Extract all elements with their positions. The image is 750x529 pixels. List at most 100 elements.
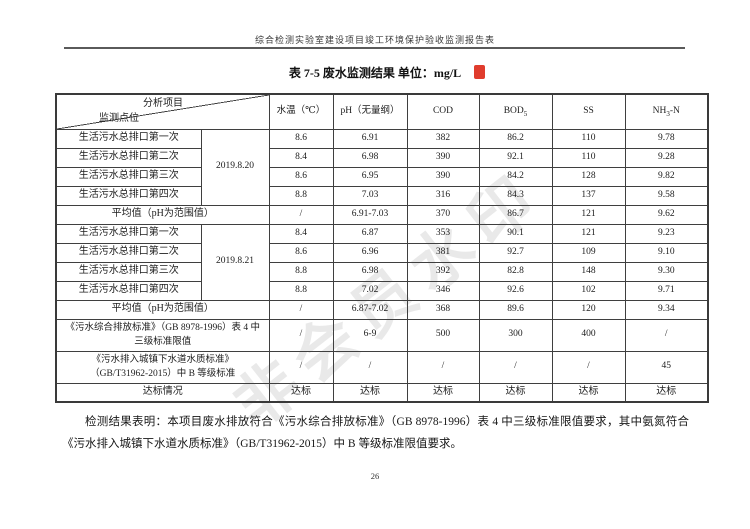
value-cell: 7.03 <box>332 185 408 206</box>
value-cell: 110 <box>551 128 626 149</box>
value-cell: 9.10 <box>624 242 709 263</box>
value-cell: 92.1 <box>478 147 553 168</box>
compliance-row: 达标情况 达标 达标 达标 达标 达标 达标 <box>55 382 709 403</box>
value-cell: / <box>268 318 334 352</box>
value-cell: 6.98 <box>332 147 408 168</box>
value-cell: 9.58 <box>624 185 709 206</box>
value-cell: 121 <box>551 223 626 244</box>
point-label-cell: 生活污水总排口第三次 <box>55 261 202 282</box>
standard-row: 《污水排入城镇下水道水质标准》 （GB/T31962-2015）中 B 等级标准… <box>55 350 709 384</box>
value-cell: 392 <box>406 261 480 282</box>
subscript: 3 <box>666 109 670 118</box>
standard-label-line2: 三级标准限值 <box>134 337 192 347</box>
value-cell: 381 <box>406 242 480 263</box>
value-cell: 346 <box>406 280 480 301</box>
value-cell: 45 <box>624 350 709 384</box>
value-cell: 6.91-7.03 <box>332 204 408 225</box>
value-cell: 6.95 <box>332 166 408 187</box>
average-label-cell: 平均值（pH为范围值） <box>55 204 270 225</box>
compliance-cell: 达标 <box>406 382 480 403</box>
standard-label-line1: 《污水综合排放标准》（GB 8978-1996）表 4 中 <box>65 323 261 333</box>
col-header-bod5: BOD5 <box>478 93 553 130</box>
value-cell: 8.6 <box>268 128 334 149</box>
value-cell: 148 <box>551 261 626 282</box>
value-cell: / <box>268 350 334 384</box>
value-cell: 9.23 <box>624 223 709 244</box>
value-cell: / <box>406 350 480 384</box>
value-cell: 84.3 <box>478 185 553 206</box>
col-header-label: pH（无量纲） <box>340 105 400 116</box>
value-cell: 9.34 <box>624 299 709 320</box>
value-cell: 137 <box>551 185 626 206</box>
conclusion-text: 检测结果表明：本项目废水排放符合《污水综合排放标准》（GB 8978-1996）… <box>62 416 689 450</box>
value-cell: 92.7 <box>478 242 553 263</box>
subscript: 5 <box>523 109 528 118</box>
compliance-cell: 达标 <box>268 382 334 403</box>
standard-label-line2: （GB/T31962-2015）中 B 等级标准 <box>90 369 236 379</box>
col-header-ss: SS <box>551 93 626 130</box>
value-cell: 86.7 <box>478 204 553 225</box>
table-row: 生活污水总排口第三次 8.6 6.95 390 84.2 128 9.82 <box>55 166 709 187</box>
table-row: 生活污水总排口第二次 8.4 6.98 390 92.1 110 9.28 <box>55 147 709 168</box>
value-cell: 9.71 <box>624 280 709 301</box>
table-title: 表 7-5 废水监测结果 单位：mg/L <box>288 66 462 80</box>
table-row: 生活污水总排口第四次 8.8 7.02 346 92.6 102 9.71 <box>55 280 709 301</box>
col-header-label: NH <box>652 105 667 116</box>
point-label-cell: 生活污水总排口第一次 <box>55 128 202 149</box>
value-cell: / <box>268 204 334 225</box>
document-header-title: 综合检测实验室建设项目竣工环境保护验收监测报告表 <box>254 35 495 45</box>
col-header-label-tail: -N <box>669 105 680 116</box>
point-label-cell: 生活污水总排口第三次 <box>55 166 202 187</box>
value-cell: 128 <box>551 166 626 187</box>
date-cell: 2019.8.21 <box>200 223 270 301</box>
table-row: 生活污水总排口第一次 2019.8.20 8.6 6.91 382 86.2 1… <box>55 128 709 206</box>
value-cell: 8.6 <box>268 166 334 187</box>
compliance-cell: 达标 <box>478 382 553 403</box>
value-cell: 8.8 <box>268 261 334 282</box>
value-cell: 7.02 <box>332 280 408 301</box>
compliance-cell: 达标 <box>332 382 408 403</box>
col-header-cod: COD <box>406 93 480 130</box>
value-cell: 6.96 <box>332 242 408 263</box>
value-cell: 90.1 <box>478 223 553 244</box>
value-cell: 500 <box>406 318 480 352</box>
value-cell: / <box>478 350 553 384</box>
value-cell: 120 <box>551 299 626 320</box>
table-row: 生活污水总排口第三次 8.8 6.98 392 82.8 148 9.30 <box>55 261 709 282</box>
point-label-cell: 生活污水总排口第二次 <box>55 242 202 263</box>
point-label-cell: 生活污水总排口第一次 <box>55 223 202 244</box>
standard-label-cell: 《污水排入城镇下水道水质标准》 （GB/T31962-2015）中 B 等级标准 <box>55 350 270 384</box>
value-cell: / <box>624 318 709 352</box>
value-cell: 6.98 <box>332 261 408 282</box>
value-cell: 89.6 <box>478 299 553 320</box>
value-cell: 6.91 <box>332 128 408 149</box>
value-cell: 368 <box>406 299 480 320</box>
value-cell: 370 <box>406 204 480 225</box>
value-cell: 316 <box>406 185 480 206</box>
value-cell: / <box>332 350 408 384</box>
average-row: 平均值（pH为范围值） / 6.87-7.02 368 89.6 120 9.3… <box>55 299 709 320</box>
standard-row: 《污水综合排放标准》（GB 8978-1996）表 4 中 三级标准限值 / 6… <box>55 318 709 352</box>
standard-label-cell: 《污水综合排放标准》（GB 8978-1996）表 4 中 三级标准限值 <box>55 318 270 352</box>
page-number: 26 <box>370 471 380 481</box>
value-cell: 109 <box>551 242 626 263</box>
average-label-cell: 平均值（pH为范围值） <box>55 299 270 320</box>
compliance-label-cell: 达标情况 <box>55 382 270 403</box>
standard-label-line1: 《污水排入城镇下水道水质标准》 <box>91 355 234 365</box>
value-cell: 8.8 <box>268 185 334 206</box>
col-header-label: 水温（℃） <box>276 105 326 116</box>
table-header-row: 分析项目 监测点位 水温（℃） pH（无量纲） COD BOD5 SS NH3-… <box>55 93 709 130</box>
value-cell: 390 <box>406 147 480 168</box>
value-cell: 300 <box>478 318 553 352</box>
col-header-water-temp: 水温（℃） <box>268 93 334 130</box>
average-row: 平均值（pH为范围值） / 6.91-7.03 370 86.7 121 9.6… <box>55 204 709 225</box>
value-cell: 8.4 <box>268 147 334 168</box>
value-cell: 8.6 <box>268 242 334 263</box>
value-cell: 9.82 <box>624 166 709 187</box>
compliance-cell: 达标 <box>551 382 626 403</box>
header-divider <box>64 47 685 49</box>
value-cell: / <box>551 350 626 384</box>
value-cell: 82.8 <box>478 261 553 282</box>
value-cell: 6.87 <box>332 223 408 244</box>
value-cell: 382 <box>406 128 480 149</box>
